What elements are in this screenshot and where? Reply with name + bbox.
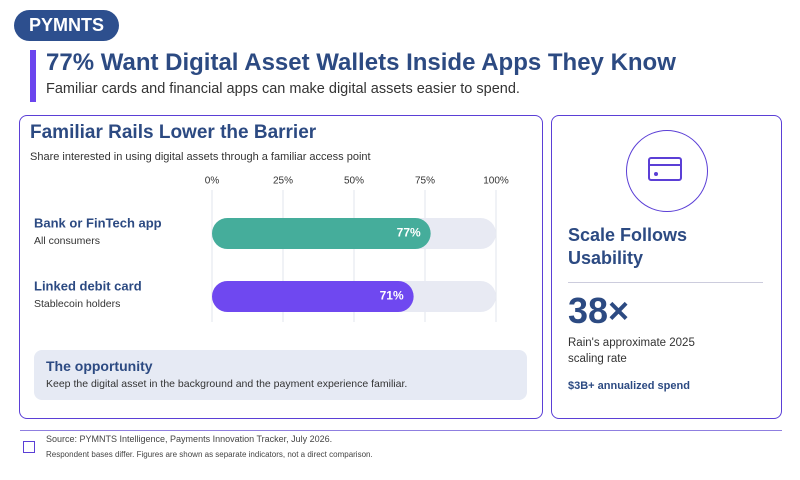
side-divider [568,282,763,283]
footer-note: Respondent bases differ. Figures are sho… [46,450,373,459]
card-stripe [650,164,680,166]
side-stat-label: Rain's approximate 2025 scaling rate [568,337,695,365]
chart-subtitle: Share interested in using digital assets… [30,151,371,163]
side-title: Scale Follows Usability [568,225,688,268]
chart-card [19,115,543,419]
icon-circle [626,130,708,212]
footer-divider [20,430,782,431]
subheadline: Familiar cards and financial apps can ma… [46,81,520,97]
card-dot [654,172,658,176]
accent-bar [30,50,36,102]
side-stat: 38× [568,290,630,331]
brand: PYMNTS [28,15,104,35]
callout-text: Keep the digital asset in the background… [46,378,408,390]
card-icon [648,157,682,181]
side-detail: $3B+ annualized spend [568,380,690,392]
callout-box [34,350,527,400]
footer-checkbox [23,441,35,453]
side-card [551,115,782,419]
brand-pill [14,10,119,41]
callout-title: The opportunity [46,358,153,374]
chart-title: Familiar Rails Lower the Barrier [30,122,317,143]
footer-source: Source: PYMNTS Intelligence, Payments In… [46,434,333,444]
headline: 77% Want Digital Asset Wallets Inside Ap… [46,49,676,76]
